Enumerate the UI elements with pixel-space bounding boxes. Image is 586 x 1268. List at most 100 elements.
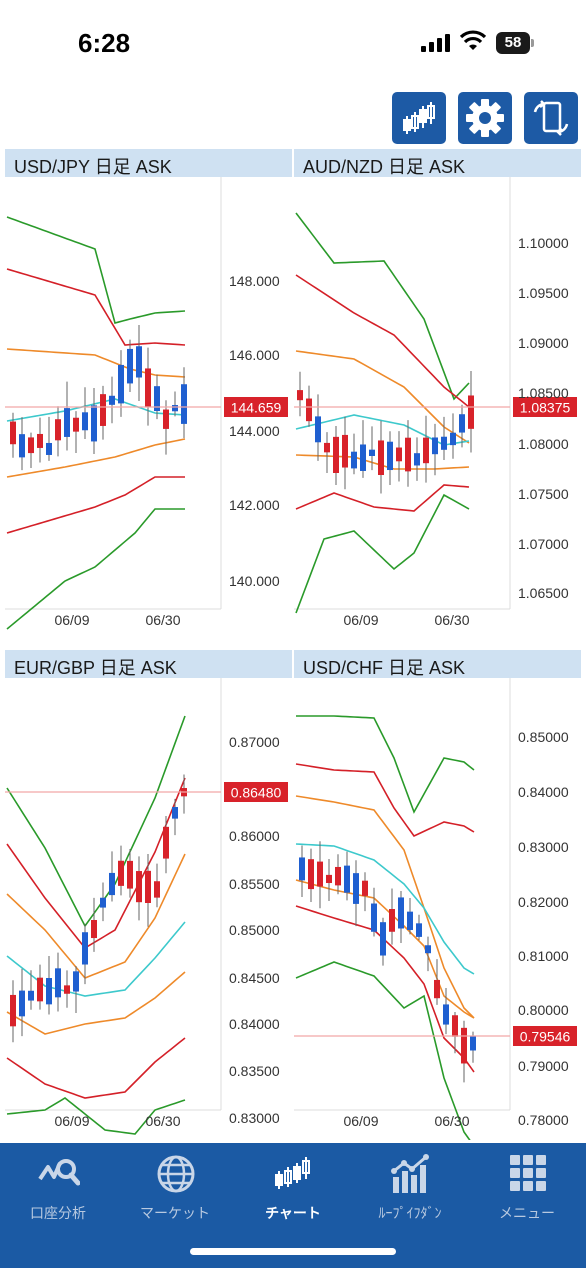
nav-item-account-analysis[interactable]: 口座分析	[3, 1151, 113, 1231]
candle-down	[136, 871, 142, 903]
current-price-label: 1.08375	[520, 400, 571, 416]
status-time: 6:28	[78, 28, 131, 58]
bollinger-lower-3	[6, 1097, 186, 1135]
chart-canvas[interactable]: 1.08375 1.10000 1.09500 1.09000 1.08500 1.080…	[294, 177, 581, 639]
y-tick-label: 1.08000	[518, 436, 569, 452]
candle-down	[362, 880, 368, 896]
chart-panel-eurgbp[interactable]: EUR/GBP 日足 ASK 0.86480 0.87000 0.86000 0.85…	[5, 650, 292, 1140]
nav-item-chart[interactable]: チャート	[238, 1151, 348, 1231]
rotate-view-button[interactable]	[524, 92, 578, 144]
bollinger-upper-3	[6, 715, 186, 928]
chart-canvas[interactable]: 144.659 148.000 146.000 144.000 142.000 140.0…	[5, 177, 292, 639]
bollinger-upper-2	[6, 777, 186, 950]
nav-label: メニュー	[499, 1205, 555, 1221]
candle-up	[450, 432, 456, 446]
x-tick-label: 06/30	[434, 612, 469, 628]
y-tick-label: 1.08500	[518, 385, 569, 401]
y-tick-label: 0.87000	[229, 734, 280, 750]
candle-up	[344, 865, 350, 893]
y-tick-label: 0.83000	[518, 839, 569, 855]
candle-down	[306, 398, 312, 422]
panel-title-bar: USD/JPY 日足 ASK	[5, 149, 292, 177]
price-tag-bg	[513, 1026, 577, 1046]
y-tick-label: 0.84500	[229, 970, 280, 986]
candle-up	[82, 932, 88, 965]
x-tick-label: 06/09	[343, 1113, 378, 1129]
candle-down	[91, 919, 97, 939]
candle-down	[10, 421, 16, 445]
candle-down	[73, 417, 79, 432]
candle-down	[326, 874, 332, 884]
bollinger-upper-3	[296, 715, 475, 814]
x-tick-label: 06/30	[145, 612, 180, 628]
candle-up	[46, 978, 52, 1005]
candle-down	[64, 985, 70, 994]
candle-down	[378, 440, 384, 476]
bollinger-upper-2	[295, 763, 475, 838]
candle-up	[315, 416, 321, 443]
settings-button[interactable]	[458, 92, 512, 144]
chart-title: EUR/GBP 日足 ASK	[14, 658, 177, 678]
candle-up	[109, 395, 115, 405]
candle-down	[37, 433, 43, 448]
y-tick-label: 0.82000	[518, 894, 569, 910]
chart-type-button[interactable]	[392, 92, 446, 144]
chart-panel-audnzd[interactable]: AUD/NZD 日足 ASK 1.08375 1.10000 1.09500 1.09…	[294, 149, 581, 639]
candle-down	[154, 881, 160, 898]
candle-down	[405, 437, 411, 472]
y-tick-label: 142.000	[229, 497, 280, 513]
nav-label: マーケット	[140, 1205, 210, 1221]
candle-down	[145, 368, 151, 408]
x-tick-label: 06/30	[145, 1113, 180, 1129]
chart-type-icon	[403, 102, 435, 134]
candle-up	[371, 903, 377, 932]
chart-panel-usdchf[interactable]: USD/CHF 日足 ASK 0.79546 0.85000 0.84000 0.83…	[294, 650, 581, 1140]
candles	[297, 371, 474, 494]
candle-down	[10, 994, 16, 1027]
y-tick-label: 0.84000	[229, 1016, 280, 1032]
nav-label: 口座分析	[30, 1205, 86, 1221]
candle-down	[37, 977, 43, 1002]
candle-up	[299, 857, 305, 881]
nav-item-loop-ifdone[interactable]: ﾙｰﾌﾟｲﾌﾀﾞﾝ	[355, 1151, 465, 1231]
y-tick-label: 0.83500	[229, 1063, 280, 1079]
candle-down	[396, 447, 402, 462]
bollinger-upper-1	[295, 795, 475, 1019]
chart-title: AUD/NZD 日足 ASK	[303, 157, 466, 177]
y-tick-label: 148.000	[229, 273, 280, 289]
candle-up	[172, 405, 178, 412]
candle-up	[470, 1035, 476, 1051]
y-tick-label: 146.000	[229, 347, 280, 363]
chart-canvas[interactable]: 0.79546 0.85000 0.84000 0.83000 0.82000 0.810…	[294, 678, 581, 1140]
y-tick-label: 0.80000	[518, 1002, 569, 1018]
bollinger-upper-2	[295, 274, 470, 408]
y-tick-label: 1.06500	[518, 585, 569, 601]
candle-up	[425, 945, 431, 954]
bollinger-lower-3	[6, 508, 185, 630]
candle-down	[145, 870, 151, 903]
chart-canvas[interactable]: 0.86480 0.87000 0.86000 0.85500 0.85000 0.845…	[5, 678, 292, 1140]
candle-down	[434, 979, 440, 999]
battery-icon: 58	[496, 32, 534, 54]
panel-title-bar: EUR/GBP 日足 ASK	[5, 650, 292, 678]
candle-up	[127, 348, 133, 384]
candle-up	[459, 414, 465, 433]
candle-up	[46, 442, 52, 455]
candle-down	[163, 826, 169, 859]
candle-down	[28, 437, 34, 454]
chart-panel-usdjpy[interactable]: USD/JPY 日足 ASK 144.659 148.000 146.000 144.…	[5, 149, 292, 639]
bollinger-lower-1	[295, 879, 475, 1019]
price-tag-bg	[224, 397, 288, 417]
nav-item-menu[interactable]: メニュー	[472, 1151, 582, 1231]
grid-menu-icon	[510, 1155, 546, 1191]
candle-down	[389, 909, 395, 932]
candle-down	[333, 436, 339, 473]
y-tick-label: 0.85000	[229, 922, 280, 938]
candle-up	[432, 437, 438, 455]
candle-down	[335, 866, 341, 886]
candle-down	[461, 1027, 467, 1064]
bollinger-upper-1	[6, 348, 186, 378]
y-tick-label: 0.78000	[518, 1112, 569, 1128]
y-tick-label: 144.000	[229, 423, 280, 439]
nav-item-market[interactable]: マーケット	[120, 1151, 230, 1231]
